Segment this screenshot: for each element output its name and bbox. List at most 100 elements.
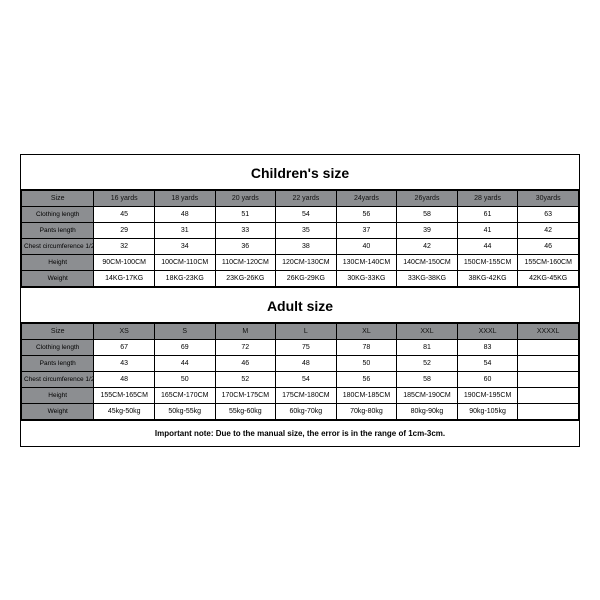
cell: 80kg-90kg: [397, 403, 458, 419]
col-header: 28 yards: [457, 190, 518, 206]
cell: 38KG-42KG: [457, 270, 518, 286]
table-row: Pants length 43 44 46 48 50 52 54: [22, 355, 579, 371]
cell: 155CM-165CM: [94, 387, 155, 403]
cell: 37: [336, 222, 397, 238]
cell: 54: [276, 206, 337, 222]
cell: 42: [518, 222, 579, 238]
table-row: Height 155CM-165CM 165CM-170CM 170CM-175…: [22, 387, 579, 403]
col-header: XXXL: [457, 323, 518, 339]
col-header: 24yards: [336, 190, 397, 206]
col-header: XL: [336, 323, 397, 339]
table-row: Height 90CM-100CM 100CM-110CM 110CM-120C…: [22, 254, 579, 270]
size-chart: Children's size Size 16 yards 18 yards 2…: [20, 154, 580, 447]
cell: 100CM-110CM: [154, 254, 215, 270]
row-label: Height: [22, 387, 94, 403]
table-row: Clothing length 45 48 51 54 56 58 61 63: [22, 206, 579, 222]
children-table: Size 16 yards 18 yards 20 yards 22 yards…: [21, 190, 579, 287]
cell: 26KG-29KG: [276, 270, 337, 286]
children-header-row: Size 16 yards 18 yards 20 yards 22 yards…: [22, 190, 579, 206]
col-header: 26yards: [397, 190, 458, 206]
cell: [518, 371, 579, 387]
row-label: Clothing length: [22, 339, 94, 355]
row-label: Weight: [22, 270, 94, 286]
cell: 63: [518, 206, 579, 222]
col-header: XXL: [397, 323, 458, 339]
cell: 50: [336, 355, 397, 371]
cell: 190CM-195CM: [457, 387, 518, 403]
cell: 165CM-170CM: [154, 387, 215, 403]
cell: 69: [154, 339, 215, 355]
col-header: 22 yards: [276, 190, 337, 206]
col-header: M: [215, 323, 276, 339]
table-row: Chest circumference 1/2 32 34 36 38 40 4…: [22, 238, 579, 254]
row-label: Pants length: [22, 222, 94, 238]
col-header: S: [154, 323, 215, 339]
row-label: Chest circumference 1/2: [22, 238, 94, 254]
cell: 56: [336, 206, 397, 222]
cell: 35: [276, 222, 337, 238]
cell: 43: [94, 355, 155, 371]
cell: 60kg-70kg: [276, 403, 337, 419]
cell: 120CM-130CM: [276, 254, 337, 270]
children-title: Children's size: [21, 155, 579, 190]
table-row: Chest circumference 1/2 48 50 52 54 56 5…: [22, 371, 579, 387]
cell: 54: [457, 355, 518, 371]
cell: 58: [397, 206, 458, 222]
cell: 46: [518, 238, 579, 254]
cell: 56: [336, 371, 397, 387]
cell: 150CM-155CM: [457, 254, 518, 270]
col-header: L: [276, 323, 337, 339]
col-header: 20 yards: [215, 190, 276, 206]
cell: 140CM-150CM: [397, 254, 458, 270]
cell: [518, 387, 579, 403]
row-label: Weight: [22, 403, 94, 419]
cell: 175CM-180CM: [276, 387, 337, 403]
cell: 45: [94, 206, 155, 222]
cell: 39: [397, 222, 458, 238]
row-label: Height: [22, 254, 94, 270]
cell: 44: [154, 355, 215, 371]
row-label: Chest circumference 1/2: [22, 371, 94, 387]
cell: 170CM-175CM: [215, 387, 276, 403]
col-header: XXXXL: [518, 323, 579, 339]
cell: 30KG-33KG: [336, 270, 397, 286]
col-header: XS: [94, 323, 155, 339]
cell: 45kg-50kg: [94, 403, 155, 419]
cell: 23KG-26KG: [215, 270, 276, 286]
col-header: 16 yards: [94, 190, 155, 206]
cell: 55kg-60kg: [215, 403, 276, 419]
cell: 78: [336, 339, 397, 355]
col-header: Size: [22, 323, 94, 339]
cell: 34: [154, 238, 215, 254]
cell: 46: [215, 355, 276, 371]
cell: 155CM-160CM: [518, 254, 579, 270]
cell: 42KG-45KG: [518, 270, 579, 286]
cell: [518, 339, 579, 355]
col-header: Size: [22, 190, 94, 206]
cell: 36: [215, 238, 276, 254]
cell: 51: [215, 206, 276, 222]
cell: 75: [276, 339, 337, 355]
cell: 50: [154, 371, 215, 387]
cell: 48: [94, 371, 155, 387]
cell: 180CM-185CM: [336, 387, 397, 403]
cell: 44: [457, 238, 518, 254]
cell: 33KG-38KG: [397, 270, 458, 286]
cell: 33: [215, 222, 276, 238]
adult-table: Size XS S M L XL XXL XXXL XXXXL Clothing…: [21, 323, 579, 420]
cell: 40: [336, 238, 397, 254]
cell: 48: [276, 355, 337, 371]
cell: 18KG-23KG: [154, 270, 215, 286]
cell: 90kg-105kg: [457, 403, 518, 419]
important-note: Important note: Due to the manual size, …: [21, 420, 579, 446]
cell: 81: [397, 339, 458, 355]
table-row: Clothing length 67 69 72 75 78 81 83: [22, 339, 579, 355]
cell: 29: [94, 222, 155, 238]
cell: 14KG-17KG: [94, 270, 155, 286]
cell: 110CM-120CM: [215, 254, 276, 270]
cell: 130CM-140CM: [336, 254, 397, 270]
cell: 70kg-80kg: [336, 403, 397, 419]
table-row: Pants length 29 31 33 35 37 39 41 42: [22, 222, 579, 238]
table-row: Weight 14KG-17KG 18KG-23KG 23KG-26KG 26K…: [22, 270, 579, 286]
cell: 60: [457, 371, 518, 387]
